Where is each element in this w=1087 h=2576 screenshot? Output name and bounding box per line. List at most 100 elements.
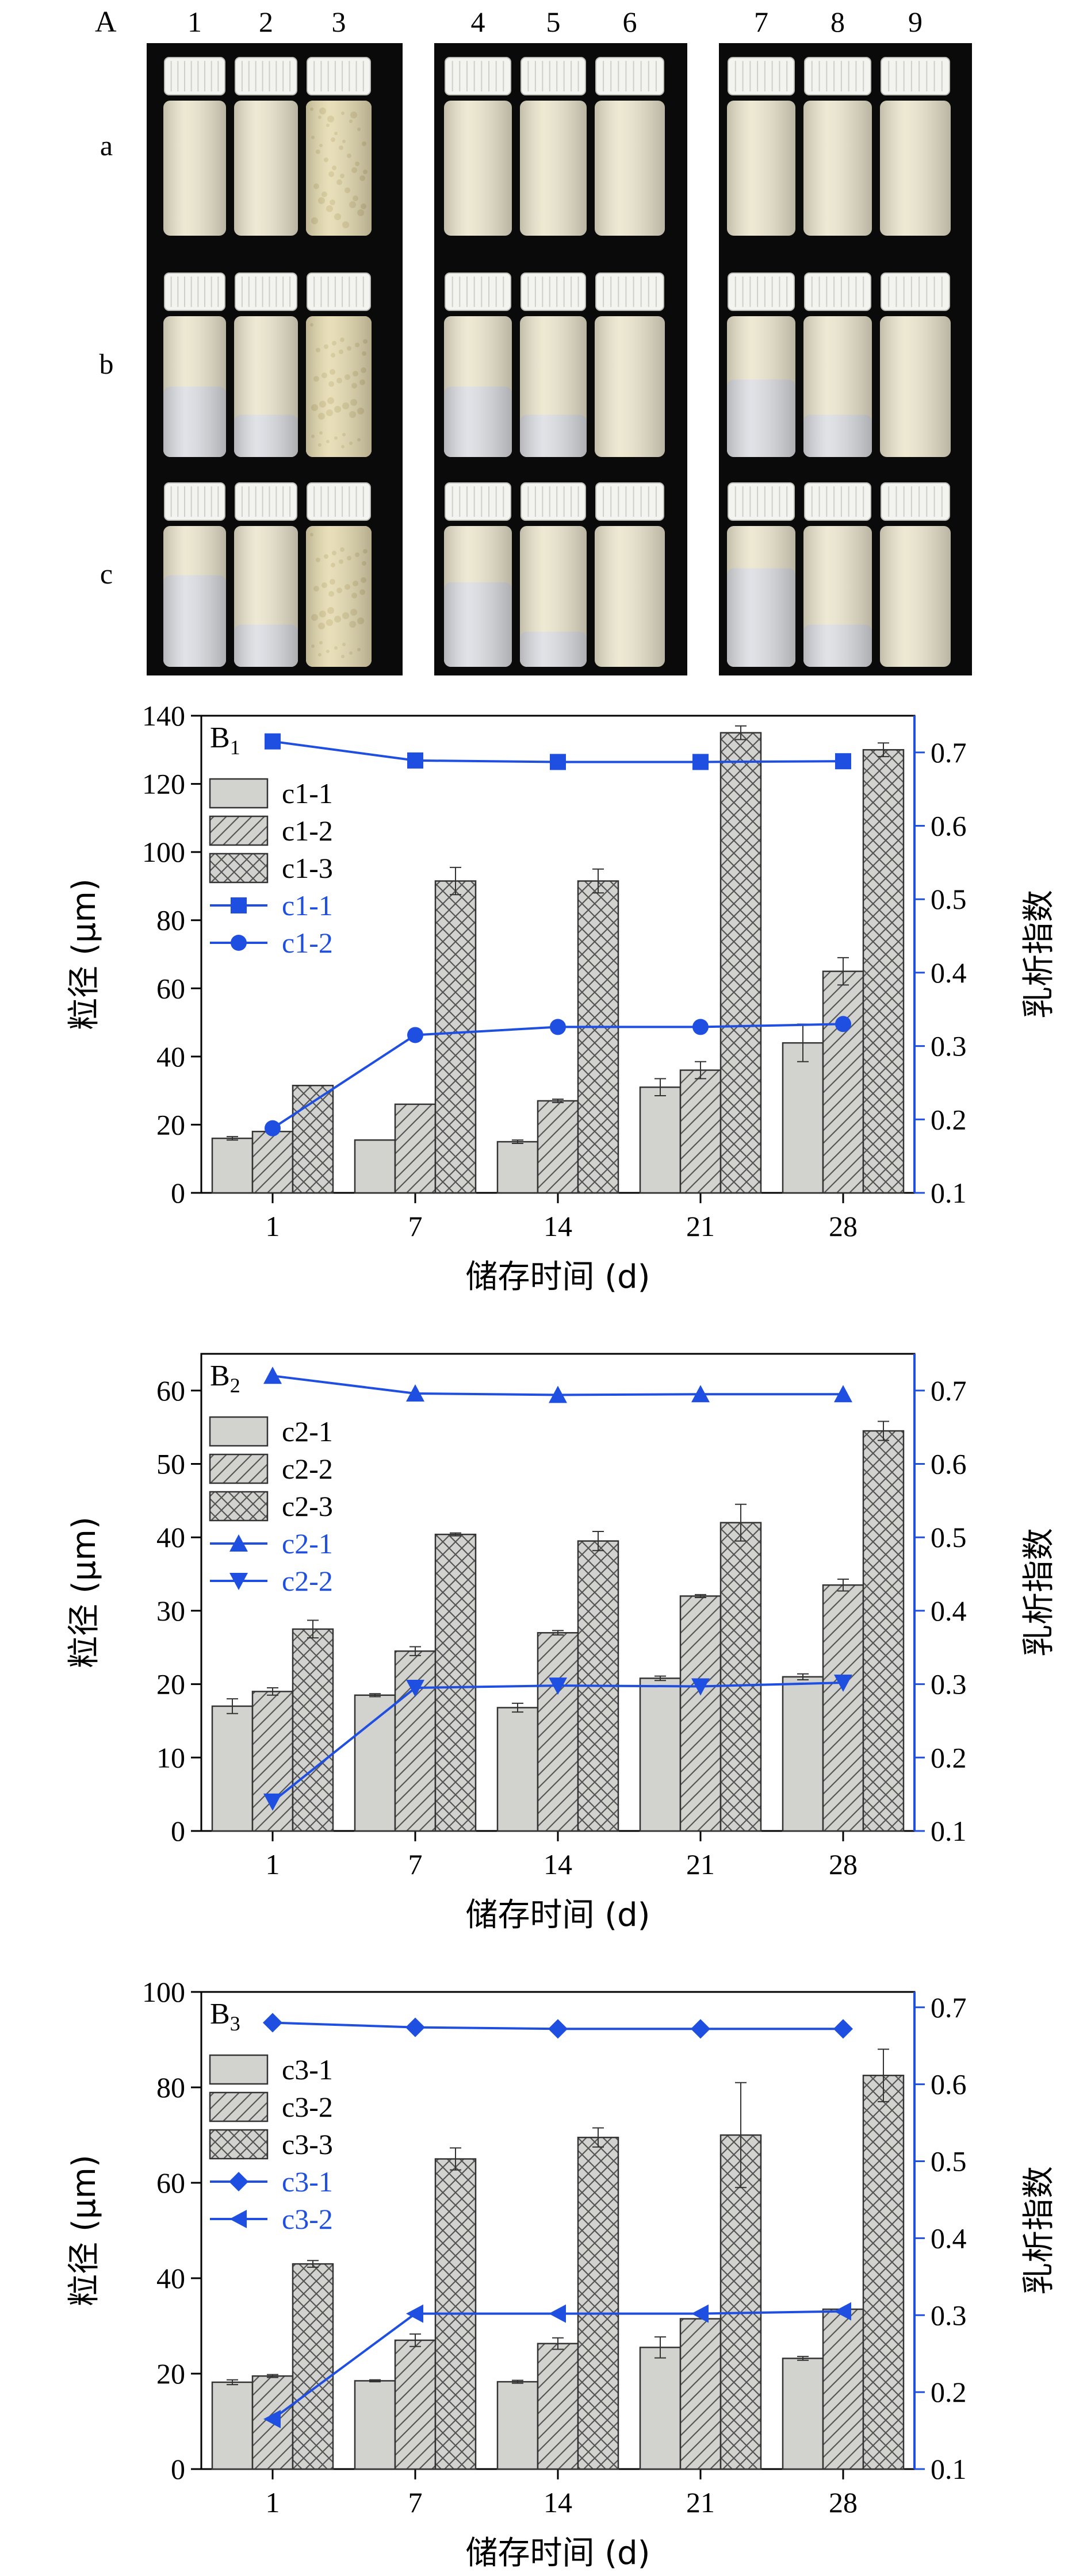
bottle-cap [445, 482, 511, 521]
legend-swatch-c1-2 [209, 815, 269, 846]
panel-label-sub: 2 [230, 1374, 240, 1397]
bottle-cap [595, 482, 664, 521]
x-axis-title: 储存时间 (d) [465, 1258, 650, 1296]
y-tick-label: 0 [171, 2453, 185, 2485]
legend-label-c2-1: c2-1 [282, 1415, 333, 1448]
bottle-shading [595, 316, 665, 457]
y2-tick-label: 0.6 [931, 1448, 967, 1480]
y2-axis-title: 乳析指数 [1020, 1528, 1058, 1657]
y2-tick-label: 0.2 [931, 1103, 967, 1135]
y2-tick-label: 0.4 [931, 1595, 967, 1627]
bar-c1-2-28 [822, 970, 864, 1194]
bottle-cap [595, 57, 664, 95]
y-tick-label: 140 [142, 701, 185, 732]
x-tick-label: 14 [544, 2486, 572, 2519]
y2-tick-label: 0.3 [931, 2299, 967, 2331]
bar-c1-3-21 [719, 732, 762, 1194]
panel-label-sub: 3 [230, 2012, 240, 2035]
legend-swatch-c3-2 [209, 2091, 269, 2122]
panel-label-letter: B [210, 721, 230, 754]
y2-tick-label: 0.1 [931, 2453, 967, 2485]
bottle-b-2 [234, 272, 298, 457]
bottle-b-6 [595, 272, 665, 457]
y-tick-label: 100 [142, 836, 185, 868]
panel-label-letter: B [210, 1360, 230, 1392]
y2-tick-label: 0.5 [931, 883, 967, 915]
bar-c1-1-1 [211, 1137, 254, 1194]
x-axis-title: 储存时间 (d) [465, 1897, 650, 1934]
y2-tick-label: 0.2 [931, 1741, 967, 1773]
bottle-shading [520, 101, 587, 236]
bottle-cap [307, 482, 371, 521]
point-c2-1-7 [406, 1384, 424, 1402]
y2-tick-label: 0.4 [931, 957, 967, 989]
bar-c1-2-14 [537, 1100, 579, 1194]
bottle-b-8 [803, 272, 872, 457]
bottle-shading [444, 101, 512, 236]
bottle-a-8 [803, 57, 872, 236]
column-label-3: 3 [332, 6, 346, 38]
bottle-cap [804, 272, 871, 311]
y-axis-title: 粒径 (μm) [66, 878, 103, 1030]
bottle-shading [444, 316, 512, 457]
bar-c1-3-7 [434, 880, 477, 1194]
bottle-shading [306, 526, 372, 667]
point-c1-2-7 [407, 1027, 423, 1043]
bottle-cap [520, 272, 586, 311]
bar-c3-2-21 [679, 2318, 722, 2470]
bottle-a-7 [727, 57, 795, 236]
y-tick-label: 0 [171, 1815, 185, 1847]
y-tick-label: 10 [156, 1741, 185, 1773]
y2-tick-label: 0.5 [931, 1521, 967, 1553]
point-c1-2-21 [692, 1019, 709, 1035]
y-tick-label: 20 [156, 2358, 185, 2390]
y2-tick-label: 0.4 [931, 2222, 967, 2254]
photo-panel-label: A [95, 6, 117, 39]
bar-c3-1-21 [639, 2347, 682, 2470]
bar-c2-2-21 [679, 1595, 722, 1832]
chart-b1: 0 20 40 60 80 100 120 140 0.1 0.2 0.3 0.4 0.5 0.6 0.7 1… [66, 701, 1058, 1296]
y-tick-label: 60 [156, 1375, 185, 1407]
bottle-shading [803, 101, 872, 236]
x-tick-label: 28 [829, 1210, 858, 1242]
y2-tick-label: 0.7 [931, 1375, 967, 1407]
point-c1-1-1 [265, 733, 281, 750]
bottle-cap [595, 272, 664, 311]
x-tick-label: 7 [408, 1848, 423, 1880]
point-c3-2-28 [834, 2302, 851, 2321]
panel-label-letter: B [210, 1998, 230, 2030]
legend-swatch-c2-3 [209, 1491, 269, 1522]
bar-c3-1-7 [354, 2380, 396, 2470]
bottle-shading [306, 316, 372, 457]
x-tick-label: 21 [686, 2486, 715, 2519]
y2-tick-label: 0.3 [931, 1668, 967, 1700]
y2-axis-title: 乳析指数 [1020, 890, 1058, 1019]
x-tick-label: 14 [544, 1848, 572, 1880]
bottle-cap [235, 272, 297, 311]
point-c1-2-1 [265, 1120, 281, 1137]
column-label-2: 2 [259, 6, 273, 38]
point-c2-1-21 [691, 1385, 710, 1403]
column-label-4: 4 [471, 6, 485, 38]
point-c1-1-14 [550, 754, 566, 770]
bottle-b-3 [306, 272, 372, 457]
bottle-shading [727, 101, 795, 236]
x-tick-label: 28 [829, 2486, 858, 2519]
bar-c3-3-28 [862, 2075, 905, 2470]
legend-marker-c1-2 [231, 935, 247, 951]
point-c2-1-28 [834, 1385, 852, 1403]
point-c1-1-7 [407, 752, 423, 769]
bottle-shading [234, 316, 298, 457]
y-tick-label: 80 [156, 2071, 185, 2103]
bottle-c-2 [234, 482, 298, 667]
column-label-1: 1 [187, 6, 202, 38]
point-c1-1-28 [835, 753, 851, 770]
point-c1-2-28 [835, 1016, 851, 1032]
legend-marker-c3-2 [229, 2210, 247, 2228]
x-tick-label: 21 [686, 1848, 715, 1880]
y-tick-label: 20 [156, 1108, 185, 1141]
bottle-shading [306, 101, 372, 236]
point-c3-1-28 [833, 2019, 853, 2039]
y-axis-title: 粒径 (μm) [66, 1517, 103, 1668]
y-tick-label: 40 [156, 1521, 185, 1553]
